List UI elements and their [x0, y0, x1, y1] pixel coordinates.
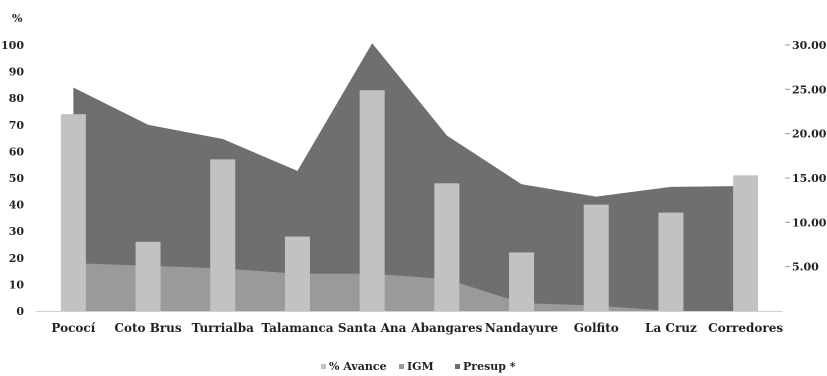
category-label: Nandayure [485, 321, 559, 335]
bar-avance [509, 252, 535, 311]
legend-label: % Avance [329, 360, 387, 373]
category-label: Turrialba [192, 321, 254, 335]
left-tick-label: 60 [9, 145, 25, 158]
legend-label: Presup * [463, 360, 516, 373]
left-tick-label: 0 [16, 305, 24, 318]
left-tick-label: 20 [9, 252, 25, 265]
y-axis-unit-label: % [12, 12, 23, 25]
left-axis: 0 10 20 30 40 50 60 70 80 90 100 [1, 39, 24, 318]
right-tick-label: 20.00 [792, 128, 827, 141]
right-tick-label: 25.00 [792, 83, 827, 96]
bar-layer [60, 90, 759, 311]
bar-avance [658, 212, 684, 311]
right-tick-label: 30.00 [792, 39, 827, 52]
bar-avance [60, 114, 86, 311]
left-tick-label: 10 [9, 278, 25, 291]
bar-avance [135, 241, 161, 311]
category-label: Coto Brus [114, 321, 181, 335]
left-tick-label: 50 [9, 172, 25, 185]
bar-avance [434, 183, 460, 311]
bar-avance [284, 236, 310, 311]
left-tick-label: 100 [1, 39, 24, 52]
bar-avance [210, 159, 236, 311]
left-tick-label: 30 [9, 225, 25, 238]
category-label: Santa Ana [338, 321, 407, 335]
area-igm [73, 263, 746, 311]
legend-swatch [399, 364, 404, 369]
area-presup [73, 43, 746, 312]
category-label: La Cruz [645, 321, 697, 335]
legend-swatch [455, 364, 460, 369]
bar-avance [733, 175, 759, 311]
bar-avance [359, 90, 385, 311]
category-label: Abangares [410, 321, 482, 335]
right-tick-label: 5.00 [792, 261, 819, 274]
category-label: Pococí [51, 321, 95, 335]
x-axis: Pococí Coto Brus Turrialba Talamanca Santa A… [36, 311, 783, 335]
legend: % Avance IGM Presup * [321, 360, 516, 373]
category-label: Talamanca [261, 321, 333, 335]
legend-label: IGM [407, 360, 434, 373]
area-layer [73, 43, 746, 312]
left-tick-label: 40 [9, 199, 25, 212]
bar-avance [583, 204, 609, 311]
right-axis: 5.00 10.00 15.00 20.00 25.00 30.00 [785, 39, 827, 274]
category-label: Golfito [574, 321, 619, 335]
right-tick-label: 10.00 [792, 216, 827, 229]
legend-swatch [321, 364, 326, 369]
left-tick-label: 90 [9, 66, 25, 79]
left-tick-label: 80 [9, 92, 25, 105]
left-tick-label: 70 [9, 119, 25, 132]
category-label: Corredores [708, 321, 783, 335]
right-tick-label: 15.00 [792, 172, 827, 185]
